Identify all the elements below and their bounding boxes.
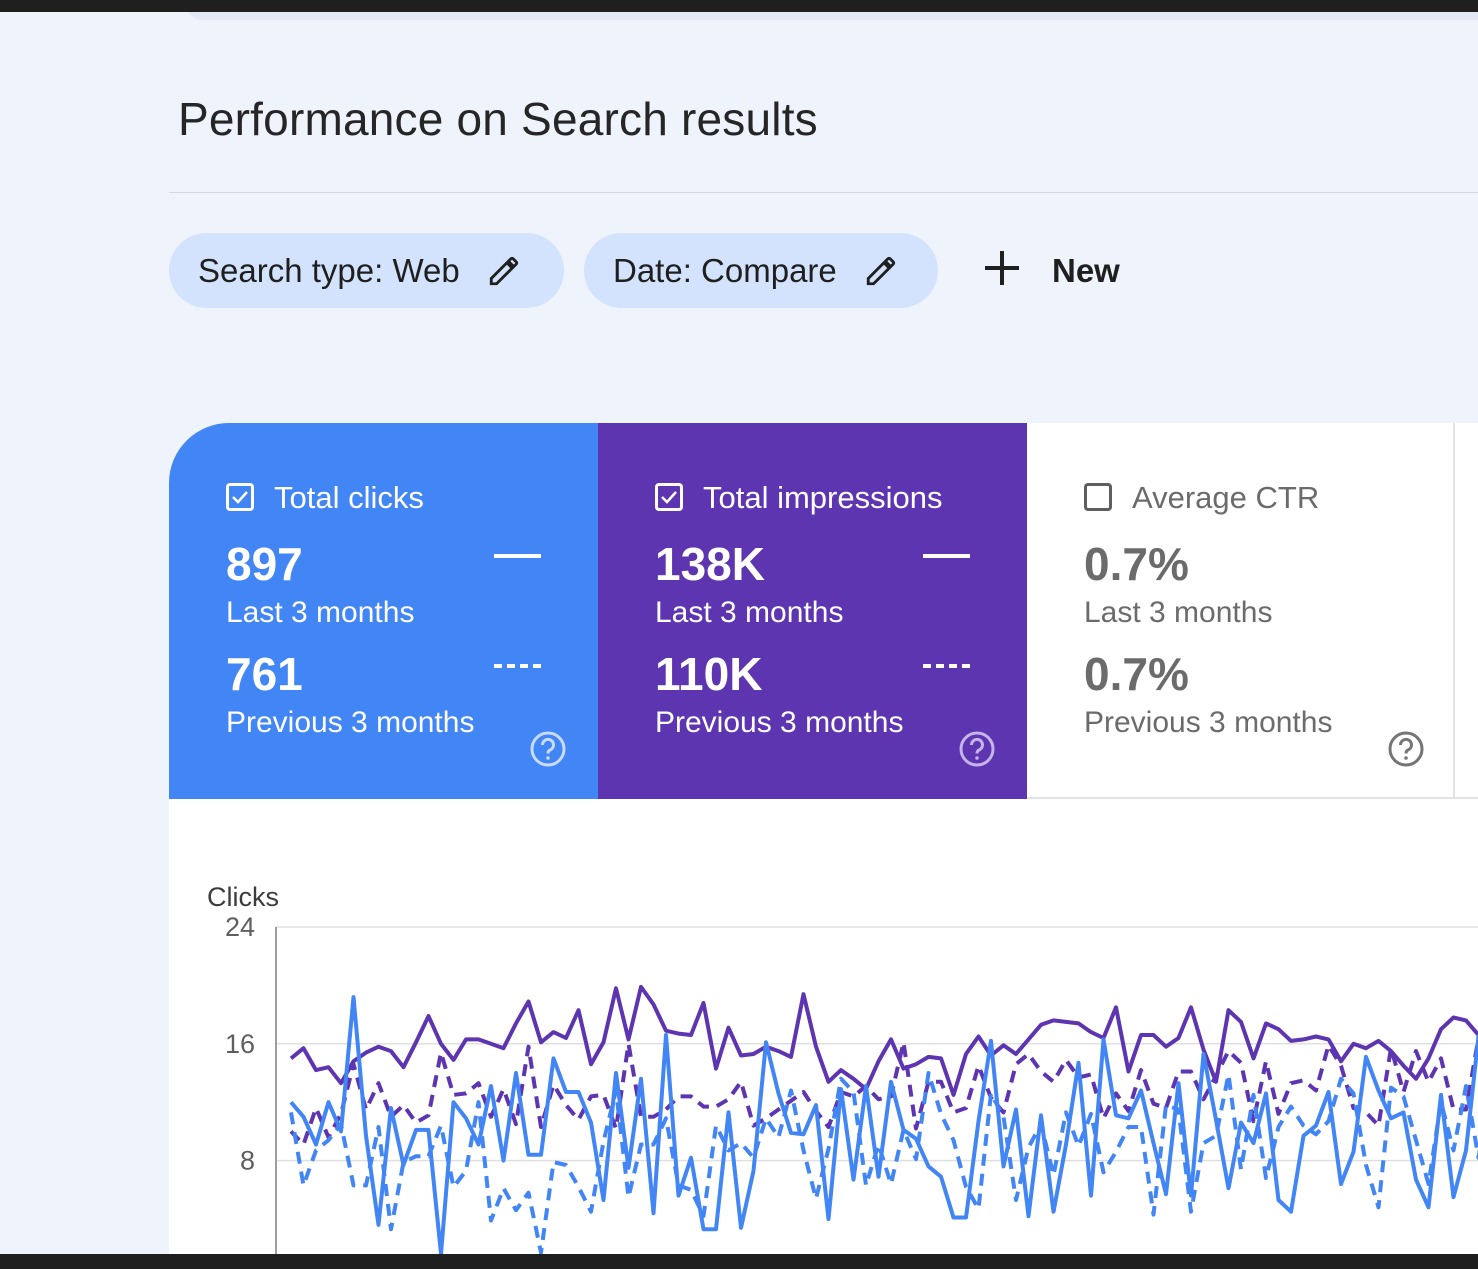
- performance-card: Total clicks 897 Last 3 months 761 Previ…: [169, 423, 1478, 1254]
- new-filter-label: New: [1052, 251, 1120, 289]
- page: Performance on Search results Search typ…: [0, 12, 1478, 1254]
- metric-total-clicks[interactable]: Total clicks 897 Last 3 months 761 Previ…: [169, 423, 598, 799]
- metric-current-value: 138K: [655, 538, 765, 590]
- top-search-bar[interactable]: [185, 12, 1478, 20]
- plus-icon: [982, 248, 1022, 293]
- checkbox-checked[interactable]: [655, 483, 683, 511]
- divider: [169, 192, 1478, 193]
- metric-name: Total impressions: [703, 480, 943, 515]
- y-tick-label: 8: [240, 1146, 255, 1176]
- date-filter-label: Date: Compare: [613, 251, 837, 289]
- checkbox-unchecked[interactable]: [1084, 483, 1112, 511]
- metric-average-ctr[interactable]: Average CTR 0.7% Last 3 months 0.7% Prev…: [1027, 423, 1455, 799]
- legend-solid-line: [923, 554, 970, 558]
- help-icon[interactable]: [529, 730, 567, 768]
- help-icon[interactable]: [1387, 730, 1425, 768]
- page-title: Performance on Search results: [178, 93, 818, 145]
- y-axis-label: Clicks: [207, 882, 279, 912]
- legend-dashed-line: [923, 664, 970, 668]
- metric-name: Total clicks: [274, 480, 424, 515]
- checkbox-checked[interactable]: [226, 483, 254, 511]
- metric-current-period: Last 3 months: [226, 596, 415, 629]
- series-line-solid: [289, 984, 1478, 1097]
- metric-current-period: Last 3 months: [655, 596, 844, 629]
- date-filter-chip[interactable]: Date: Compare: [584, 233, 938, 308]
- new-filter-button[interactable]: New: [982, 233, 1120, 308]
- metric-current-value: 897: [226, 538, 303, 590]
- metric-previous-value: 110K: [655, 648, 763, 700]
- metric-previous-period: Previous 3 months: [1084, 706, 1333, 739]
- help-icon[interactable]: [958, 730, 996, 768]
- series-line-dashed: [289, 1036, 1478, 1147]
- legend-dashed-line: [494, 664, 541, 668]
- series-line-dashed: [289, 1071, 1478, 1254]
- metric-previous-value: 761: [226, 648, 303, 700]
- metric-name: Average CTR: [1132, 480, 1320, 515]
- metric-current-period: Last 3 months: [1084, 596, 1273, 629]
- search-type-filter-chip[interactable]: Search type: Web: [169, 233, 564, 308]
- search-type-filter-label: Search type: Web: [198, 251, 460, 289]
- metric-average-position[interactable]: [1455, 423, 1478, 799]
- metric-current-value: 0.7%: [1084, 538, 1189, 590]
- y-tick-label: 24: [225, 912, 255, 942]
- series-line-solid: [289, 995, 1478, 1254]
- metric-previous-period: Previous 3 months: [655, 706, 904, 739]
- legend-solid-line: [494, 554, 541, 558]
- metric-previous-value: 0.7%: [1084, 648, 1189, 700]
- metric-total-impressions[interactable]: Total impressions 138K Last 3 months 110…: [598, 423, 1027, 799]
- pencil-icon[interactable]: [487, 254, 521, 288]
- pencil-icon[interactable]: [864, 254, 898, 288]
- performance-chart: Clicks 24 16 8: [169, 799, 1478, 1254]
- y-tick-label: 16: [225, 1029, 255, 1059]
- metric-previous-period: Previous 3 months: [226, 706, 475, 739]
- bottom-bar: [0, 1254, 1478, 1269]
